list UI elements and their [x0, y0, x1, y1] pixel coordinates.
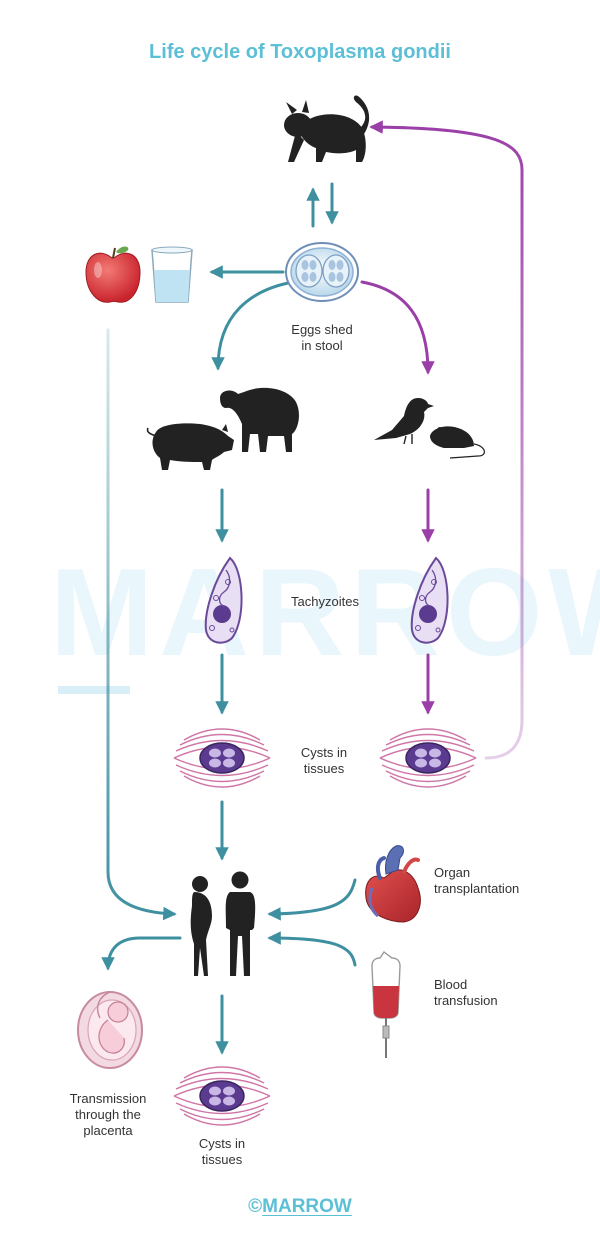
arrow-egg-to-livestock	[211, 280, 295, 371]
cysts-in-tissues-bottom-label: Cysts in tissues	[198, 1136, 246, 1167]
fetus-in-placenta-icon	[77, 991, 143, 1069]
watermark-text: MARROW	[50, 544, 600, 682]
tissue-cyst-bottom-icon	[173, 1066, 271, 1126]
arrow-organ-to-humans	[267, 878, 357, 921]
arrow-food-to-humans	[106, 328, 177, 921]
placenta-transmission-label: Transmission through the placenta	[69, 1091, 147, 1138]
cysts-in-tissues-label: Cysts in tissues	[300, 745, 348, 776]
pig-icon	[146, 423, 234, 470]
page-title: Life cycle of Toxoplasma gondii	[149, 41, 451, 63]
tissue-cyst-right-icon	[379, 728, 477, 788]
watermark-underline	[58, 686, 130, 694]
heart-icon	[365, 845, 421, 923]
sheep-icon	[220, 387, 299, 452]
cat-icon	[284, 95, 370, 162]
pigeon-icon	[374, 398, 434, 445]
marrow-footer-logo: ©MARROW	[0, 1196, 600, 1218]
tachyzoite-right-icon	[410, 557, 449, 644]
apple-icon	[85, 246, 141, 303]
organ-transplantation-label: Organ transplantation	[434, 865, 520, 896]
eggs-shed-label: Eggs shed in stool	[291, 322, 353, 353]
tachyzoite-left-icon	[204, 557, 243, 644]
oocyst-egg-icon	[285, 242, 359, 302]
humans-icon	[190, 871, 256, 976]
arrow-humans-to-placenta	[101, 936, 182, 971]
copyright-symbol: ©	[248, 1196, 263, 1217]
arrow-blood-to-humans	[267, 931, 357, 967]
blood-bag-icon	[371, 950, 401, 1058]
water-glass-icon	[151, 246, 193, 303]
tissue-cyst-left-icon	[173, 728, 271, 788]
arrow-egg-to-bird-rodent	[360, 280, 435, 375]
blood-transfusion-label: Blood transfusion	[434, 977, 498, 1008]
marrow-brand: MARROW	[262, 1196, 352, 1217]
arrow-cysts-to-cat	[369, 120, 524, 760]
rat-icon	[430, 426, 485, 459]
tachyzoites-label: Tachyzoites	[291, 594, 359, 609]
